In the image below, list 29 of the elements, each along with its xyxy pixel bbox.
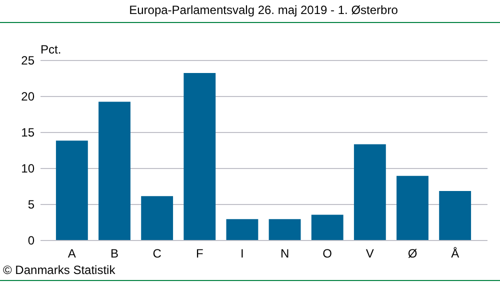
bar	[268, 219, 301, 240]
x-tick-label: F	[196, 246, 204, 260]
x-tick-label: B	[110, 246, 119, 260]
y-tick-label: 25	[21, 54, 35, 68]
bar	[311, 214, 344, 240]
bar	[354, 144, 386, 240]
y-tick-label: 20	[21, 90, 35, 104]
bar	[439, 191, 472, 240]
y-tick-label: 5	[28, 198, 35, 212]
y-tick-label: 10	[21, 162, 35, 176]
bar	[98, 102, 130, 240]
x-tick-label: I	[240, 246, 244, 260]
y-axis-title: Pct.	[40, 42, 62, 56]
x-tick-label: V	[366, 246, 374, 260]
y-tick-label: 0	[28, 234, 35, 248]
x-tick-label: C	[152, 246, 162, 260]
bar	[141, 196, 174, 240]
bar	[56, 140, 88, 240]
x-tick-label: Ø	[408, 246, 418, 260]
x-tick-label: Å	[451, 246, 460, 260]
y-tick-label: 15	[21, 126, 35, 140]
bar	[184, 72, 216, 240]
text: © Danmarks Statistik	[3, 263, 116, 277]
x-tick-label: A	[68, 246, 76, 260]
bar	[396, 176, 428, 240]
bar	[226, 219, 258, 240]
x-tick-label: O	[322, 246, 332, 260]
chart-title: Europa-Parlamentsvalg 26. maj 2019 - 1. Østerbro	[129, 3, 398, 17]
x-tick-label: N	[280, 246, 290, 260]
